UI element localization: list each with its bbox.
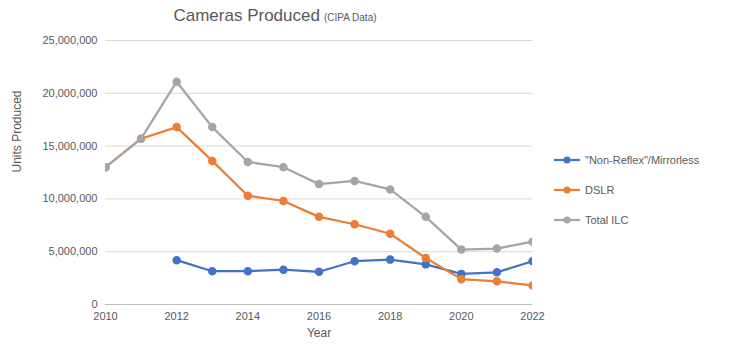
svg-text:2014: 2014	[236, 310, 260, 322]
svg-text:10,000,000: 10,000,000	[42, 192, 97, 204]
svg-text:2012: 2012	[164, 310, 188, 322]
svg-text:Year: Year	[307, 326, 331, 340]
svg-text:2020: 2020	[449, 310, 473, 322]
svg-text:0: 0	[91, 298, 97, 310]
html-text:"Non-Reflex"/Mirrorless: "Non-Reflex"/Mirrorless	[585, 154, 700, 166]
svg-text:2022: 2022	[520, 310, 544, 322]
svg-text:2010: 2010	[93, 310, 117, 322]
svg-text:2016: 2016	[307, 310, 331, 322]
svg-text:20,000,000: 20,000,000	[42, 87, 97, 99]
svg-text:5,000,000: 5,000,000	[49, 245, 98, 257]
svg-text:2018: 2018	[378, 310, 402, 322]
html-text:Total ILC: Total ILC	[585, 214, 629, 226]
svg-text:25,000,000: 25,000,000	[42, 34, 97, 46]
html-text:DSLR: DSLR	[585, 184, 615, 196]
svg-text:15,000,000: 15,000,000	[42, 140, 97, 152]
svg-text:Units Produced: Units Produced	[10, 90, 24, 172]
html-text:Cameras Produced (CIPA Data): Cameras Produced (CIPA Data)	[173, 6, 377, 25]
